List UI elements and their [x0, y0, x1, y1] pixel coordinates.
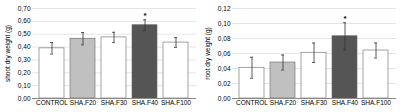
svg-text:0,60: 0,60 [18, 17, 31, 24]
svg-text:0,02: 0,02 [218, 80, 231, 87]
svg-text:SHA.F20: SHA.F20 [270, 99, 297, 106]
svg-text:SHA.F100: SHA.F100 [161, 99, 191, 106]
svg-text:0,30: 0,30 [18, 56, 31, 63]
svg-text:CONTROL: CONTROL [236, 99, 268, 106]
svg-text:0,10: 0,10 [18, 82, 31, 89]
svg-text:0,40: 0,40 [18, 43, 31, 50]
svg-text:0,20: 0,20 [18, 69, 31, 76]
svg-text:SHA.F100: SHA.F100 [361, 99, 391, 106]
svg-text:*: * [143, 11, 147, 20]
svg-text:0,50: 0,50 [18, 30, 31, 37]
svg-text:SHA.F20: SHA.F20 [70, 99, 97, 106]
svg-text:0,08: 0,08 [218, 35, 231, 42]
svg-text:SHA.F40: SHA.F40 [132, 99, 159, 106]
svg-text:0,06: 0,06 [218, 50, 231, 57]
svg-text:0,12: 0,12 [218, 5, 231, 12]
svg-text:0,70: 0,70 [18, 5, 31, 12]
svg-text:*: * [343, 14, 347, 23]
svg-text:0,00: 0,00 [218, 95, 231, 102]
svg-text:shoot dry weight (g): shoot dry weight (g) [4, 25, 12, 82]
svg-text:SHA.F30: SHA.F30 [301, 99, 328, 106]
svg-text:SHA.F40: SHA.F40 [332, 99, 359, 106]
svg-text:0,00: 0,00 [18, 95, 31, 102]
svg-text:CONTROL: CONTROL [36, 99, 68, 106]
svg-text:0,10: 0,10 [218, 20, 231, 27]
svg-text:SHA.F30: SHA.F30 [101, 99, 128, 106]
svg-text:0,04: 0,04 [218, 65, 231, 72]
svg-text:root dry weight (g): root dry weight (g) [204, 27, 212, 79]
